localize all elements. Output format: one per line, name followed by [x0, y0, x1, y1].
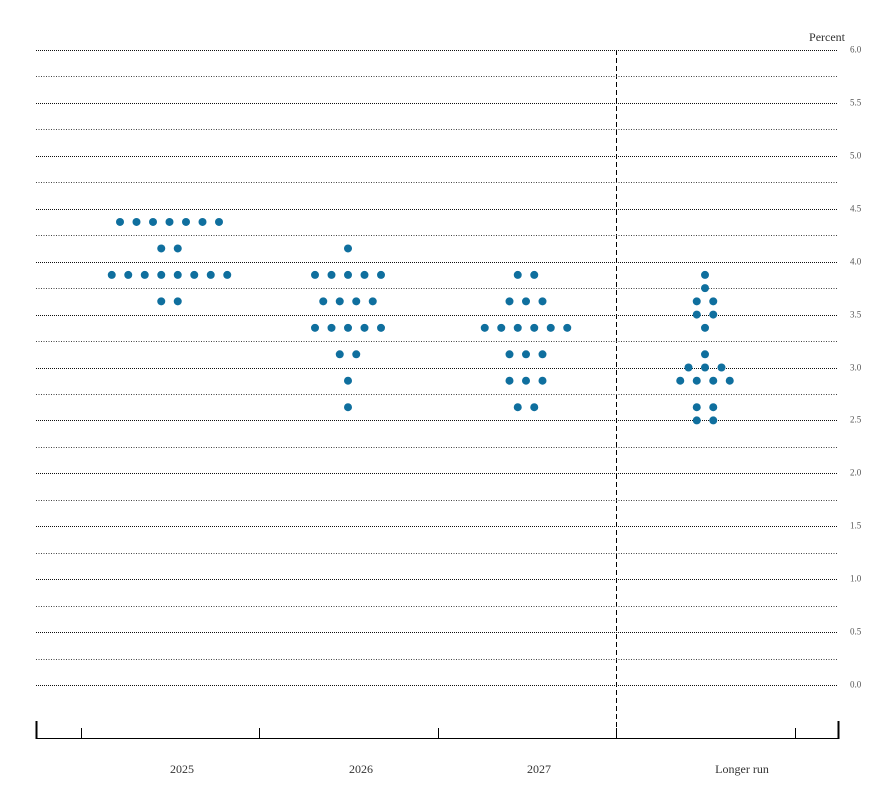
dot [368, 297, 377, 306]
y-tick-label: 0.5 [850, 627, 862, 637]
dot [360, 323, 369, 332]
dot [522, 297, 530, 306]
y-tick-label: 5.0 [850, 151, 862, 161]
dot [692, 403, 701, 412]
dot [505, 350, 514, 359]
dot [335, 350, 344, 359]
dot [513, 270, 522, 279]
dot [352, 350, 361, 359]
x-tick-label: 2026 [349, 762, 373, 776]
dot [311, 323, 319, 332]
y-tick-label: 3.5 [850, 310, 862, 320]
y-tick-label: 2.0 [850, 468, 862, 478]
dot [709, 310, 718, 319]
dot [538, 350, 547, 359]
dot [701, 363, 709, 372]
dot [377, 270, 385, 279]
dot [692, 297, 701, 306]
dot [497, 323, 506, 332]
dot [709, 376, 718, 385]
dot [182, 217, 190, 226]
dot [360, 270, 369, 279]
y-tick-label: 4.0 [850, 257, 862, 267]
dot [709, 297, 718, 306]
dot [327, 323, 336, 332]
dot [538, 376, 547, 385]
dot [546, 323, 555, 332]
dot [173, 297, 182, 306]
y-tick-label: 0.0 [850, 680, 862, 690]
dot [344, 270, 352, 279]
dot [701, 270, 709, 279]
dot [344, 403, 352, 412]
dot [522, 376, 530, 385]
dot [538, 297, 547, 306]
dot [530, 270, 539, 279]
dot [311, 270, 319, 279]
dot [124, 270, 133, 279]
dot [344, 323, 352, 332]
dot [480, 323, 489, 332]
dot [327, 270, 336, 279]
dot [563, 323, 572, 332]
dot [173, 270, 182, 279]
dot [684, 363, 693, 372]
dot [676, 376, 685, 385]
y-tick-label: 2.5 [850, 415, 862, 425]
y-tick-label: 3.0 [850, 363, 862, 373]
dot [530, 403, 539, 412]
y-tick-label: 6.0 [850, 45, 862, 55]
dot [725, 376, 734, 385]
dot [165, 217, 174, 226]
dot [157, 297, 166, 306]
dot [157, 244, 166, 253]
dot [107, 270, 116, 279]
dot [505, 376, 514, 385]
dot [190, 270, 199, 279]
dot [173, 244, 182, 253]
y-tick-label: 5.5 [850, 98, 862, 108]
x-tick-label: 2025 [170, 762, 194, 776]
unit-label: Percent [809, 30, 846, 44]
dot [530, 323, 539, 332]
dot [198, 217, 207, 226]
dot [116, 217, 124, 226]
dot [717, 363, 726, 372]
dot [692, 376, 701, 385]
x-tick-label: 2027 [527, 762, 551, 776]
dot [140, 270, 149, 279]
dot [206, 270, 215, 279]
dot [319, 297, 328, 306]
dot [223, 270, 232, 279]
x-tick-label: Longer run [715, 762, 769, 776]
dot [701, 284, 709, 293]
y-tick-label: 4.5 [850, 204, 862, 214]
dot [513, 323, 522, 332]
dot [692, 416, 701, 425]
dot [709, 403, 718, 412]
dot [149, 217, 157, 226]
y-tick-label: 1.5 [850, 521, 862, 531]
dot [701, 350, 709, 359]
dot [335, 297, 344, 306]
dot [215, 217, 223, 226]
dot [505, 297, 514, 306]
dot [522, 350, 530, 359]
y-tick-label: 1.0 [850, 574, 862, 584]
dot [344, 376, 352, 385]
dot [132, 217, 141, 226]
dot [709, 416, 718, 425]
dot [513, 403, 522, 412]
dot [692, 310, 701, 319]
dot [352, 297, 361, 306]
dot [701, 323, 709, 332]
dot [344, 244, 352, 253]
dot [157, 270, 166, 279]
dot [377, 323, 385, 332]
